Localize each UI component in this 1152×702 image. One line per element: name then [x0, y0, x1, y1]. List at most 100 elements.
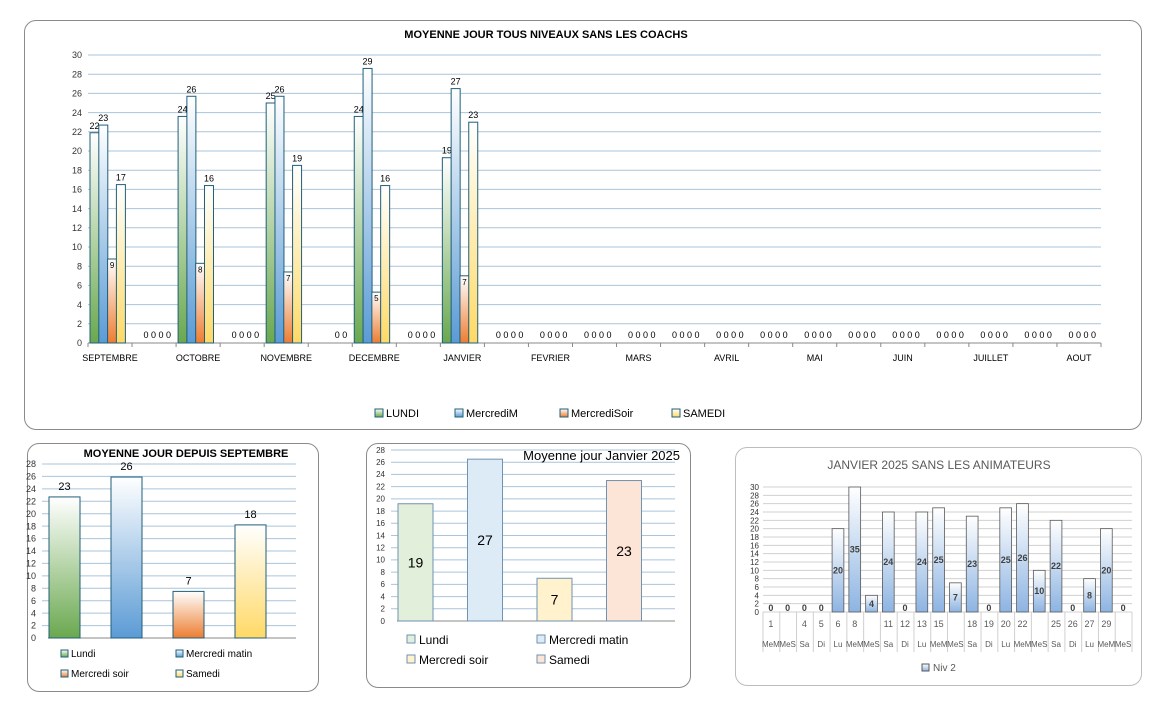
jan-ytick-label: 24 [376, 470, 385, 479]
chart-january-no-animators: JANVIER 2025 SANS LES ANIMATEURS02468101… [750, 458, 1133, 674]
x-category-label: OCTOBRE [176, 353, 220, 363]
data-label: 0 [144, 330, 149, 340]
anim-ytick-label: 10 [750, 566, 759, 575]
data-label: 0 [785, 603, 790, 613]
data-label: 0 [1003, 330, 1008, 340]
x-weekday-label: Sa [883, 640, 893, 649]
data-label: 24 [178, 104, 188, 114]
main-ytick-label: 30 [72, 50, 82, 60]
main-ytick-label: 20 [72, 146, 82, 156]
legend-label-mercredim: MercrediM [466, 408, 518, 420]
main-ytick-label: 28 [72, 69, 82, 79]
bar-samedi [380, 185, 391, 344]
legend-swatch [536, 654, 546, 664]
data-label: 0 [1024, 330, 1029, 340]
chart-main: MOYENNE JOUR TOUS NIVEAUX SANS LES COACH… [72, 29, 1102, 420]
x-weekday-label: MeS [947, 640, 963, 649]
data-label: 0 [1076, 330, 1081, 340]
chart-january-no-animators-panel[interactable]: JANVIER 2025 SANS LES ANIMATEURS 0 2 4 6 8 10 1… [735, 447, 1142, 686]
data-label: 0 [687, 330, 692, 340]
data-label: 0 [1070, 603, 1075, 613]
chart-january-panel[interactable]: 0 2 4 6 8 10 12 14 16 18 20 22 24 26 28 Moyenne jour Ja… [366, 443, 691, 688]
x-weekday-label: MeM [762, 640, 780, 649]
data-label: 0 [892, 330, 897, 340]
data-label: 0 [643, 330, 648, 340]
bar-niv2 [1049, 519, 1063, 613]
data-label: 0 [915, 330, 920, 340]
legend-label-lundi: LUNDI [386, 408, 419, 420]
data-label: 8 [1087, 590, 1092, 600]
data-label: 17 [116, 173, 126, 183]
sep-ytick-label: 6 [31, 596, 36, 606]
main-ytick-label: 24 [72, 108, 82, 118]
data-label: 35 [850, 545, 860, 555]
jan-ytick-label: 8 [381, 568, 386, 577]
x-weekday-label: MeS [863, 640, 879, 649]
data-label: 0 [724, 330, 729, 340]
data-label: 0 [1068, 330, 1073, 340]
jan-ytick-label: 16 [376, 519, 385, 528]
x-weekday-label: MeM [1014, 640, 1032, 649]
anim-ytick-label: 30 [750, 483, 759, 492]
x-day-label: 5 [819, 619, 824, 629]
chart-main-panel[interactable]: MOYENNE JOUR TOUS NIVEAUX SANS LES COACH… [24, 20, 1142, 430]
chart-since-september-panel[interactable]: MOYENNE JOUR DEPUIS SEPTEMBRE 0 2 4 6 8 10 12 14… [26, 443, 319, 692]
data-label: 0 [562, 330, 567, 340]
x-day-label: 11 [884, 619, 893, 629]
data-label: 0 [760, 330, 765, 340]
data-label: 29 [363, 56, 373, 66]
data-label: 26 [120, 461, 132, 473]
x-day-label: 4 [802, 619, 807, 629]
data-label: 0 [636, 330, 641, 340]
x-weekday-label: Di [985, 640, 993, 649]
data-label: 0 [680, 330, 685, 340]
sep-ytick-label: 18 [26, 521, 36, 531]
anim-ytick-label: 8 [755, 575, 760, 584]
jan-ytick-label: 28 [376, 446, 385, 455]
legend-swatch [60, 669, 69, 678]
jan-ytick-label: 26 [376, 458, 385, 467]
data-label: 0 [819, 603, 824, 613]
data-label: 9 [110, 261, 115, 270]
main-ytick-label: 4 [77, 300, 82, 310]
data-label: 19 [442, 146, 452, 156]
chart-since-september: MOYENNE JOUR DEPUIS SEPTEMBRE02468101214… [26, 448, 296, 680]
x-category-label: AOUT [1066, 353, 1092, 363]
sep-ytick-label: 20 [26, 509, 36, 519]
data-label: 0 [903, 603, 908, 613]
data-label: 0 [1083, 330, 1088, 340]
x-category-label: JUIN [893, 353, 913, 363]
data-label: 8 [198, 265, 203, 274]
data-label: 0 [159, 330, 164, 340]
data-label: 0 [628, 330, 633, 340]
sep-ytick-label: 4 [31, 608, 36, 618]
x-weekday-label: Di [817, 640, 825, 649]
bar-mercredim [450, 88, 461, 344]
x-day-label: 29 [1101, 619, 1111, 629]
data-label: 0 [555, 330, 560, 340]
legend-label: Mercredi soir [71, 669, 129, 680]
data-label: 0 [819, 330, 824, 340]
anim-ytick-label: 0 [755, 608, 760, 617]
data-label: 0 [856, 330, 861, 340]
x-category-label: MARS [626, 353, 652, 363]
data-label: 0 [232, 330, 237, 340]
data-label: 7 [185, 575, 191, 587]
bar-mercredim [274, 95, 285, 344]
x-day-label: 1 [768, 619, 773, 629]
x-day-label: 19 [984, 619, 994, 629]
legend-label-niv2: Niv 2 [933, 663, 956, 674]
chart-title: MOYENNE JOUR DEPUIS SEPTEMBRE [84, 448, 289, 460]
anim-ytick-label: 6 [755, 583, 760, 592]
x-day-label: 22 [1017, 619, 1027, 629]
data-label: 0 [695, 330, 700, 340]
x-weekday-label: Lu [1001, 640, 1010, 649]
legend-swatch [406, 634, 416, 644]
data-label: 0 [1047, 330, 1052, 340]
main-ytick-label: 18 [72, 165, 82, 175]
bar-samedi [115, 184, 126, 344]
jan-ytick-label: 20 [376, 495, 385, 504]
data-label: 0 [951, 330, 956, 340]
data-label: 20 [833, 565, 843, 575]
data-label: 23 [616, 543, 632, 559]
